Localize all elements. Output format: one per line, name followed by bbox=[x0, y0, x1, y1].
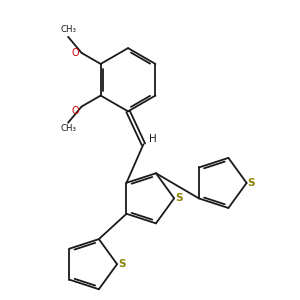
Text: S: S bbox=[118, 259, 125, 269]
Text: O: O bbox=[72, 48, 80, 58]
Text: CH₃: CH₃ bbox=[60, 124, 76, 134]
Text: S: S bbox=[175, 193, 182, 203]
Text: H: H bbox=[149, 134, 157, 144]
Text: O: O bbox=[72, 106, 80, 116]
Text: S: S bbox=[248, 178, 255, 188]
Text: CH₃: CH₃ bbox=[60, 25, 76, 34]
